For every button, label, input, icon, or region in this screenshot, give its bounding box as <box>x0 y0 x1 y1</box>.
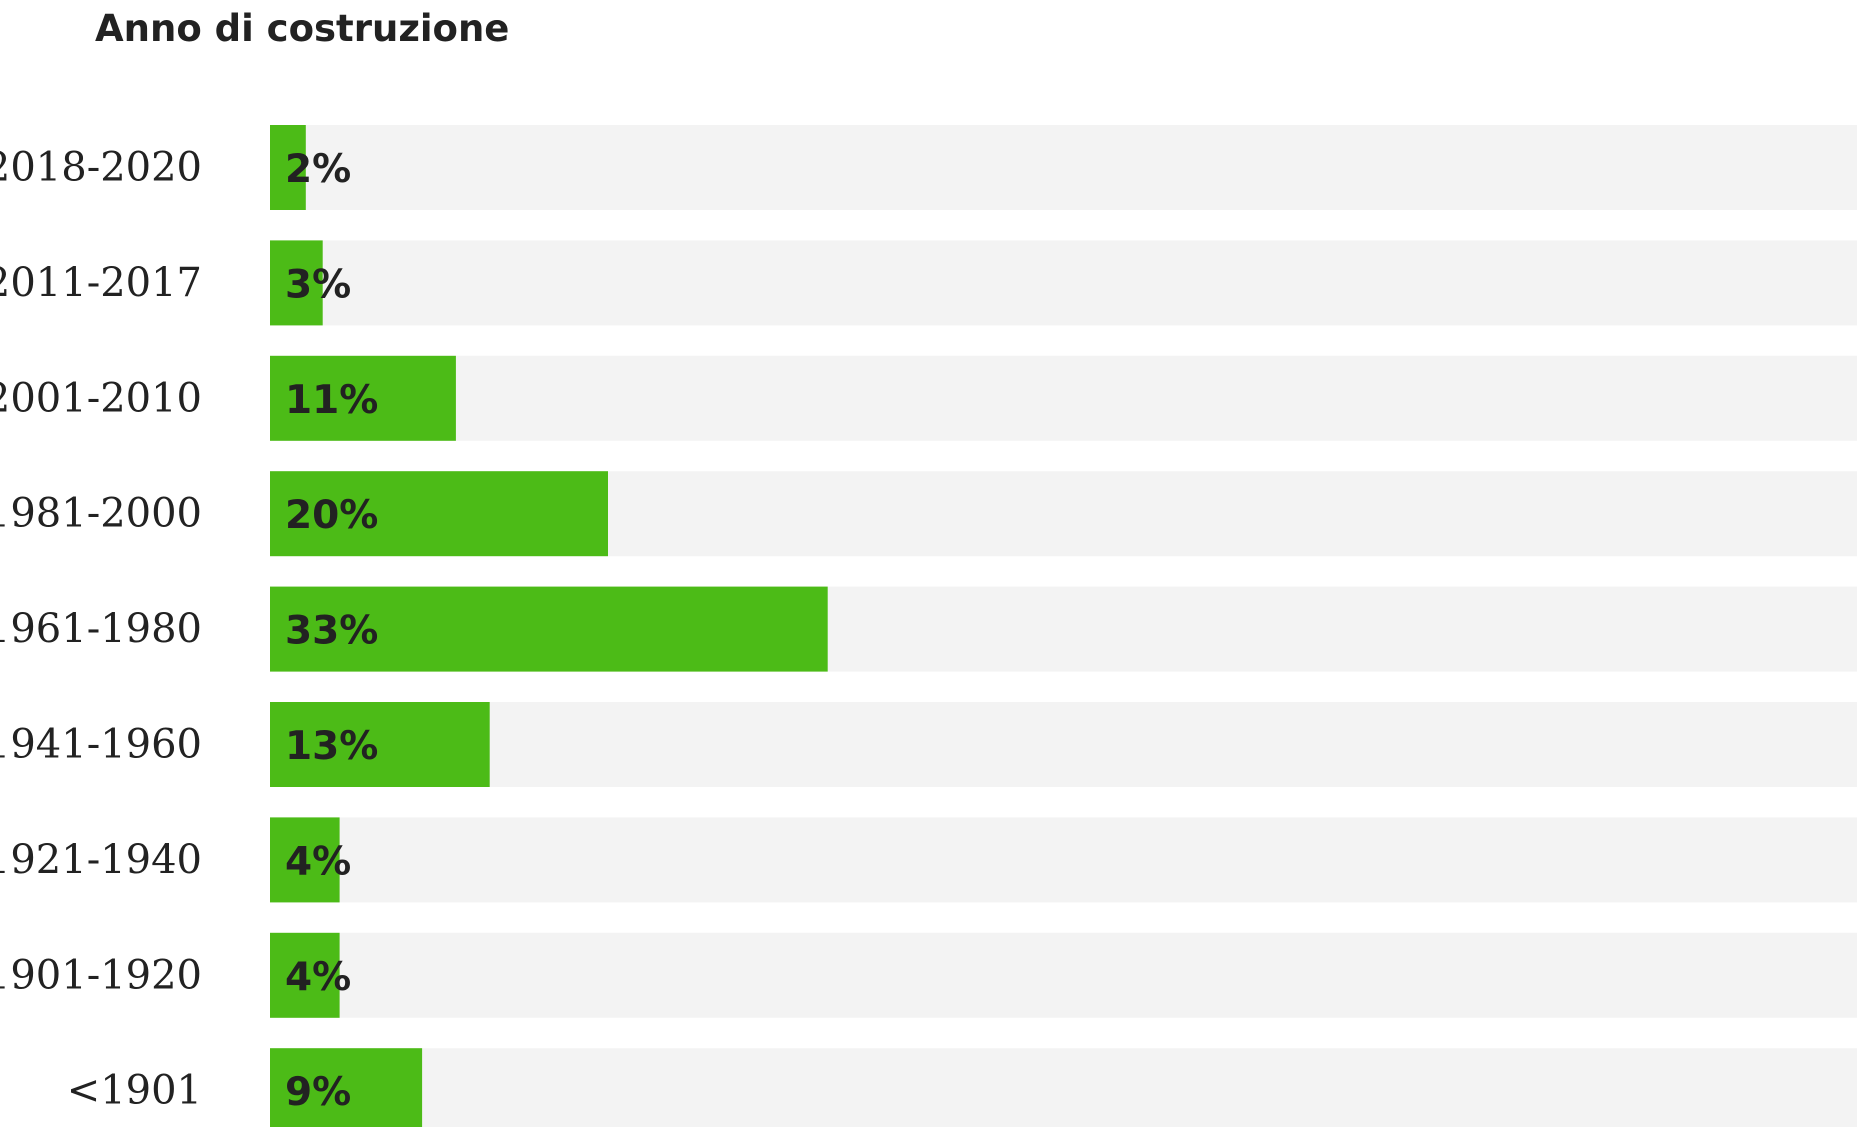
category-label: 2011-2017 <box>0 260 202 306</box>
value-label: 13% <box>285 724 378 769</box>
bar <box>270 702 490 787</box>
category-label: 2018-2020 <box>0 145 202 191</box>
bar <box>270 355 456 441</box>
value-label: 4% <box>285 955 351 1000</box>
value-label: 11% <box>285 378 378 423</box>
bar-row: 1941-1960 13% <box>0 702 1857 787</box>
bar-row: 1921-1940 4% <box>0 817 1857 903</box>
bar <box>270 471 608 557</box>
bar-track <box>270 240 1857 326</box>
bar-row: <1901 9% <box>67 1048 1857 1127</box>
value-label: 2% <box>285 147 351 192</box>
value-label: 9% <box>285 1070 351 1115</box>
category-label: <1901 <box>67 1068 202 1114</box>
bar-row: 2018-2020 2% <box>0 125 1857 210</box>
value-label: 20% <box>285 493 378 538</box>
bar <box>270 932 340 1018</box>
bar <box>270 125 306 210</box>
bar <box>270 817 340 903</box>
bar-track <box>270 702 1857 787</box>
bar-track <box>270 125 1857 210</box>
category-label: 1981-2000 <box>0 491 202 537</box>
value-label: 33% <box>285 609 378 654</box>
bar-row: 1901-1920 4% <box>0 932 1857 1018</box>
bar-track <box>270 932 1857 1018</box>
bar-row: 1961-1980 33% <box>0 586 1857 672</box>
bar <box>270 1048 423 1127</box>
category-label: 1921-1940 <box>0 837 202 883</box>
category-label: 1941-1960 <box>0 722 202 768</box>
chart-title: Anno di costruzione <box>95 7 510 50</box>
bar-track <box>270 1048 1857 1127</box>
bar-row: 1981-2000 20% <box>0 471 1857 557</box>
category-label: 1901-1920 <box>0 952 202 998</box>
value-label: 4% <box>285 839 351 884</box>
bar-track <box>270 355 1857 441</box>
bar-row: 2011-2017 3% <box>0 240 1857 326</box>
bar-track <box>270 817 1857 903</box>
category-label: 1961-1980 <box>0 606 202 652</box>
bar <box>270 240 323 326</box>
value-label: 3% <box>285 262 351 307</box>
bar-row: 2001-2010 11% <box>0 355 1857 441</box>
category-label: 2001-2010 <box>0 375 202 421</box>
bar <box>270 586 828 672</box>
